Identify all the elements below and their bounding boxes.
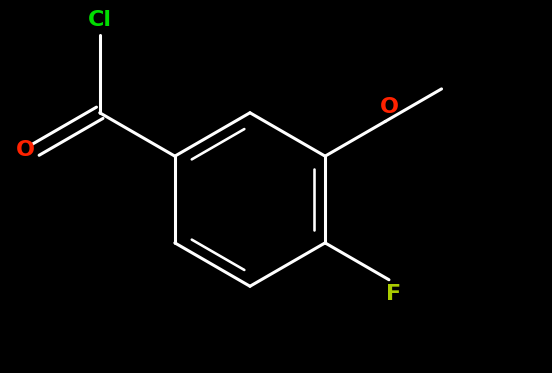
Text: F: F [386,284,401,304]
Text: O: O [16,140,35,160]
Text: O: O [380,97,399,117]
Text: Cl: Cl [88,10,112,30]
